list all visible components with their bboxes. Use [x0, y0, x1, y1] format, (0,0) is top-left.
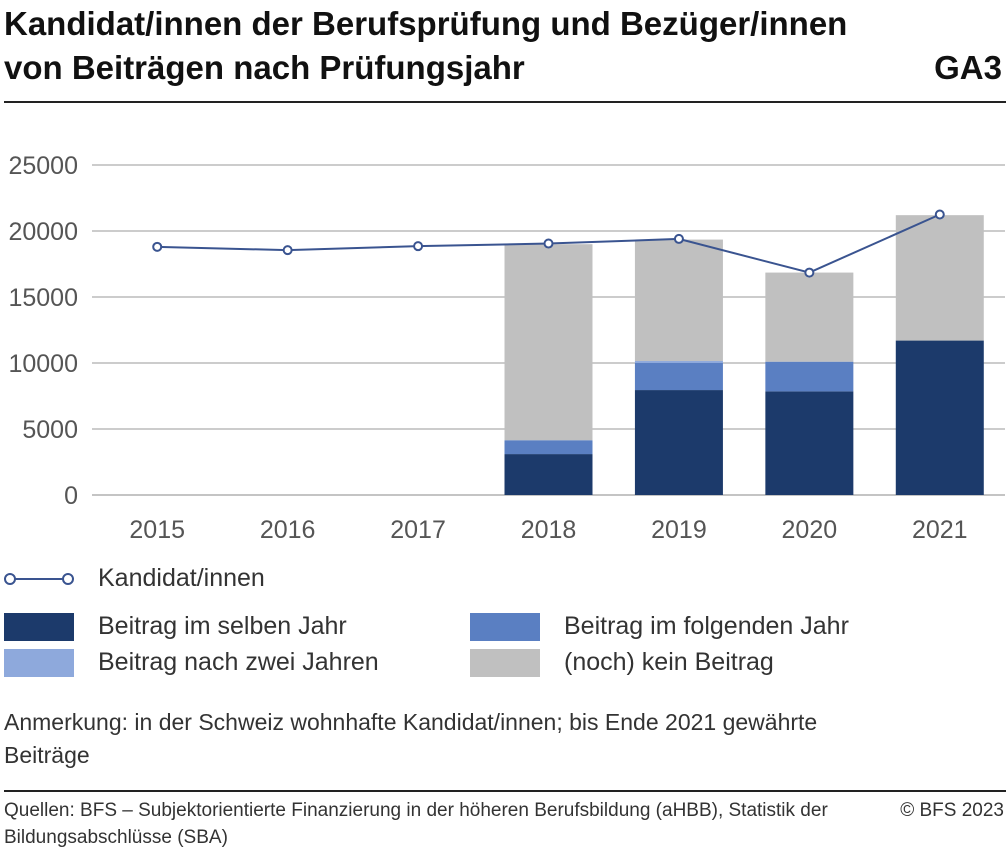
bar-2020-series-2 [765, 361, 854, 392]
legend-swatch-series-3 [4, 648, 74, 677]
bar-2020-series-4 [765, 272, 854, 362]
line-point-2017 [413, 241, 424, 252]
legend-label-series-1: Beitrag im selben Jahr [98, 612, 347, 640]
line-point-2020 [804, 267, 815, 278]
legend-item-line: Kandidat/innen [4, 564, 265, 593]
y-tick-label-25000: 25000 [8, 152, 78, 180]
legend-label-series-2: Beitrag im folgenden Jahr [564, 612, 849, 640]
x-tick-label-2019: 2019 [651, 516, 707, 544]
legend-swatch-series-4 [470, 648, 540, 677]
bar-2020-series-1 [765, 391, 854, 495]
legend-label-series-3: Beitrag nach zwei Jahren [98, 648, 379, 676]
legend-label-series-4: (noch) kein Beitrag [564, 648, 774, 676]
x-tick-label-2020: 2020 [782, 516, 838, 544]
legend-label-line: Kandidat/innen [98, 564, 265, 592]
x-tick-label-2021: 2021 [912, 516, 968, 544]
y-tick-label-10000: 10000 [8, 350, 78, 378]
y-tick-label-20000: 20000 [8, 218, 78, 246]
stacked-bar-line-chart: 0 5000 10000 15000 20000 25000 2015 2016 2017 201… [8, 152, 1005, 544]
line-point-2019 [673, 233, 684, 244]
legend: Kandidat/innen Beitrag im selben Jahr Be… [0, 560, 1008, 680]
bar-2021-series-1 [895, 340, 984, 495]
source-text: Quellen: BFS – Subjektorientierte Finanz… [4, 800, 828, 848]
y-tick-label-15000: 15000 [8, 284, 78, 312]
copyright-text: © BFS 2023 [900, 800, 1004, 821]
legend-swatch-series-2 [470, 612, 540, 641]
title-divider [4, 101, 1006, 103]
legend-item-series-4: (noch) kein Beitrag [470, 648, 774, 677]
x-tick-label-2016: 2016 [260, 516, 316, 544]
x-tick-label-2018: 2018 [521, 516, 577, 544]
line-point-2021 [934, 209, 945, 220]
chart-code: GA3 [934, 49, 1002, 86]
bar-2019-series-4 [634, 239, 723, 362]
line-marker-icon [4, 565, 74, 593]
bar-2018-series-4 [504, 244, 593, 441]
line-point-2016 [282, 245, 293, 256]
bar-2019-series-2 [634, 363, 723, 391]
legend-item-series-1: Beitrag im selben Jahr [4, 612, 347, 641]
line-point-2015 [152, 241, 163, 252]
y-tick-label-5000: 5000 [22, 416, 78, 444]
footer-divider [4, 790, 1006, 792]
legend-item-series-2: Beitrag im folgenden Jahr [470, 612, 849, 641]
legend-item-series-3: Beitrag nach zwei Jahren [4, 648, 379, 677]
x-tick-label-2017: 2017 [390, 516, 446, 544]
y-tick-label-0: 0 [64, 482, 78, 510]
bar-2021-series-4 [895, 215, 984, 341]
chart-title: Kandidat/innen der Berufsprüfung und Bez… [4, 5, 848, 86]
bar-2018-series-1 [504, 454, 593, 495]
legend-swatch-series-1 [4, 612, 74, 641]
bar-2019-series-1 [634, 390, 723, 495]
bar-2019-series-3 [634, 361, 723, 363]
line-point-2018 [543, 238, 554, 249]
x-tick-label-2015: 2015 [129, 516, 185, 544]
bar-2018-series-2 [504, 440, 593, 455]
chart-note: Anmerkung: in der Schweiz wohnhafte Kand… [4, 709, 818, 768]
